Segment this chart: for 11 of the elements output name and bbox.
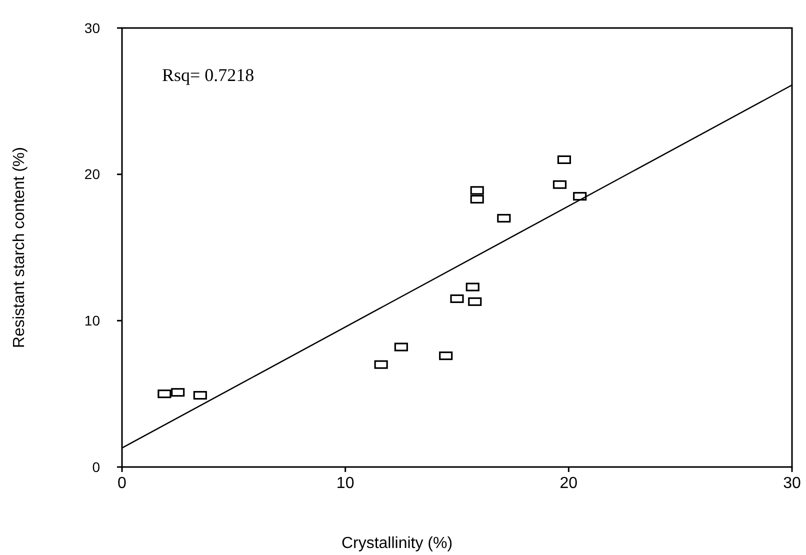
y-tick-label: 30 bbox=[84, 20, 100, 36]
y-tick-label: 0 bbox=[92, 458, 100, 475]
x-tick-label: 0 bbox=[118, 475, 127, 492]
y-axis-title: Resistant starch content (%) bbox=[11, 147, 28, 348]
annotation: Rsq= 0.7218 bbox=[162, 65, 254, 85]
y-tick-label: 20 bbox=[84, 166, 100, 182]
y-tick-label: 10 bbox=[84, 312, 100, 329]
x-tick-label: 10 bbox=[336, 475, 354, 492]
x-tick-label: 30 bbox=[783, 475, 801, 492]
x-axis-title: Crystallinity (%) bbox=[341, 535, 453, 552]
x-tick-label: 20 bbox=[560, 475, 578, 492]
